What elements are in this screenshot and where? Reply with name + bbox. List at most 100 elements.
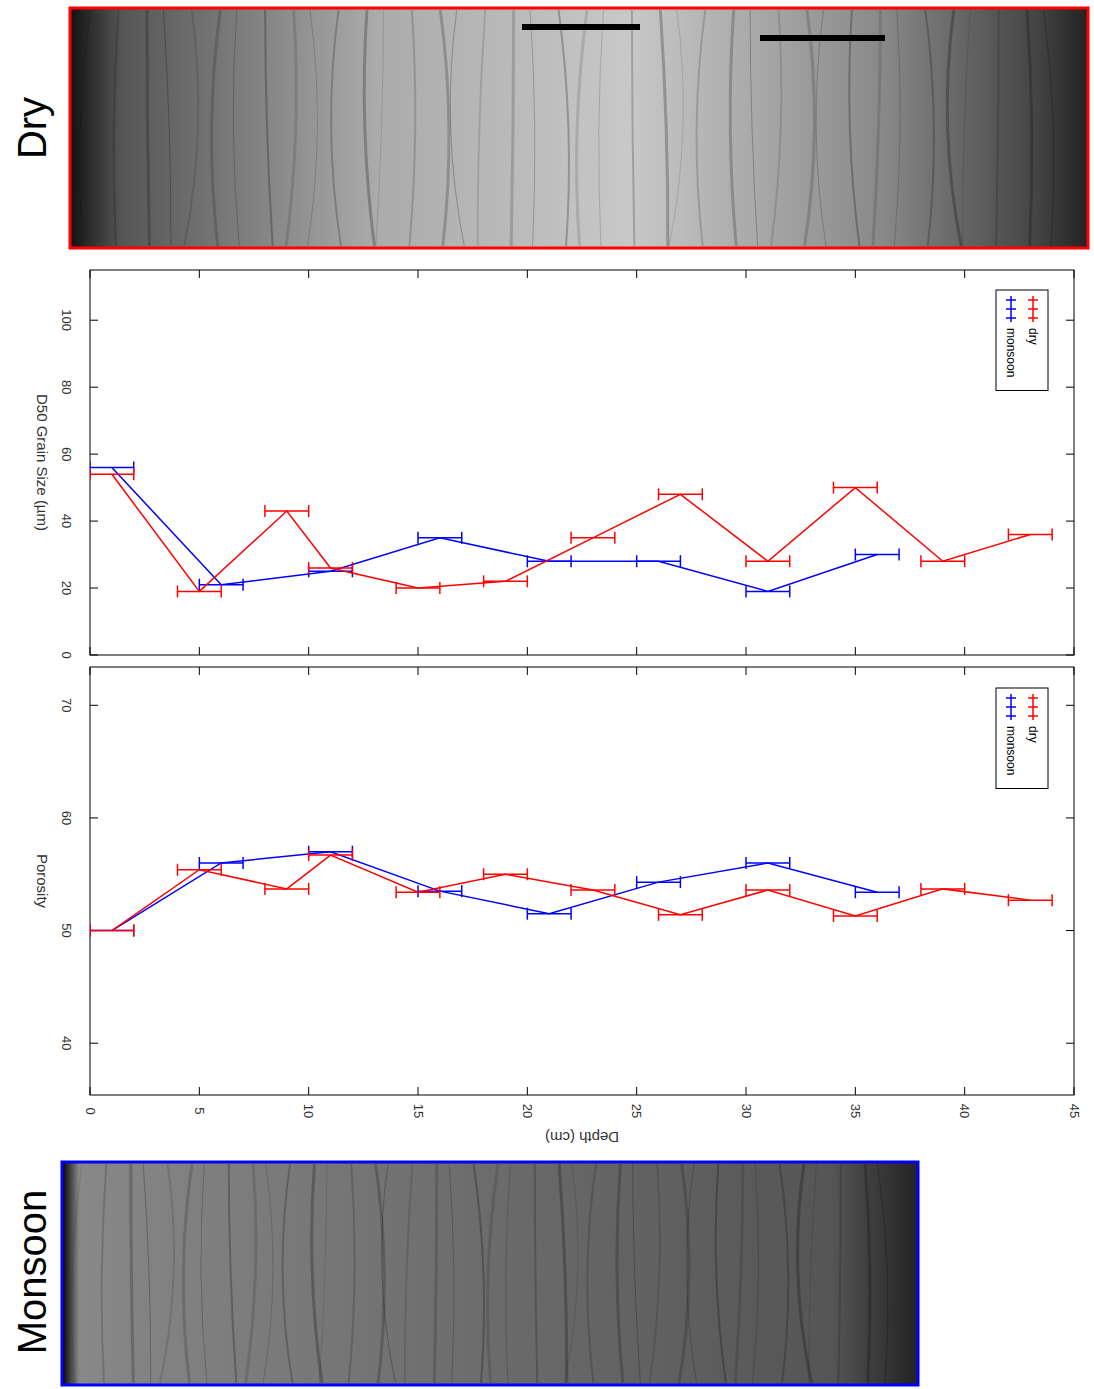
x-tick [90,647,91,655]
y-tick [1066,320,1074,321]
layer-streak [996,10,999,246]
layer-streak [878,1164,888,1383]
x-tick [308,270,309,278]
error-bar [571,884,615,896]
y-tick [90,655,98,656]
error-bar [659,488,703,500]
layer-streak [660,10,668,246]
y-tick-label: 40 [59,514,74,528]
x-tick-label: 10 [301,1104,316,1118]
x-tick [964,1087,965,1095]
layer-streak [409,10,415,246]
y-tick [1066,1043,1074,1044]
error-bar [484,575,528,587]
layer-streak [474,1164,484,1383]
layer-streak [925,10,934,246]
layer-streak [633,1164,641,1383]
error-bar [265,883,309,895]
layer-streak [376,1164,385,1383]
y-tick [90,387,98,388]
x-tick [964,647,965,655]
layer-streak [229,1164,237,1383]
x-tick [636,1087,637,1095]
x-tick [855,647,856,655]
y-tick [1066,454,1074,455]
x-tick [964,270,965,278]
layer-streak [143,1164,151,1383]
legend-swatch [1006,706,1016,708]
y-axis-label: D50 Grain Size (µm) [34,394,51,531]
plot-frame [90,270,1074,655]
layer-streak [849,10,859,246]
layer-streak [730,10,736,246]
y-tick [90,817,98,818]
x-tick [1074,647,1075,655]
layer-streak [599,10,604,246]
layer-streak [382,1164,396,1383]
layer-streak [212,10,221,246]
layer-streak [349,1164,355,1383]
y-tick-label: 0 [59,651,74,658]
legend-swatch [1006,308,1016,310]
image-label: Dry [10,97,54,159]
error-bar [921,555,965,567]
legend-box [996,290,1048,391]
x-tick [308,667,309,675]
error-bar [746,555,790,567]
x-tick [1074,270,1075,278]
layer-streak [577,10,587,246]
layer-streak [894,10,900,246]
x-tick [636,647,637,655]
layer-streak [114,10,119,246]
x-axis-label: Depth (cm) [545,1129,619,1146]
error-bar [746,585,790,597]
x-tick [418,667,419,675]
x-tick [90,270,91,278]
error-bar [746,884,790,896]
layer-streak [376,10,384,246]
error-bar [90,925,134,937]
error-bar [833,910,877,922]
layer-streak [488,1164,498,1383]
layer-streak [805,10,815,246]
legend-swatch [1006,715,1016,717]
data-area [90,462,1052,598]
y-tick [1066,521,1074,522]
y-tick-label: 70 [59,698,74,712]
layer-streak [753,1164,759,1383]
layer-streak [449,1164,454,1383]
error-bar [177,585,221,597]
layer-streak [865,1164,870,1383]
layer-streak [160,1164,174,1383]
x-tick [199,1087,200,1095]
y-tick-label: 60 [59,447,74,461]
error-bar [527,555,571,567]
layer-streak [131,1164,134,1383]
x-tick [308,1087,309,1095]
layer-streak [80,10,90,246]
x-tick [746,1087,747,1095]
x-tick-label: 45 [1067,1104,1082,1118]
layer-streak [809,1164,817,1383]
legend-swatch [1028,299,1038,301]
layer-streak [564,1164,578,1383]
x-tick [746,270,747,278]
y-tick-label: 100 [59,309,74,331]
layer-streak [72,1164,82,1383]
error-bar [855,549,899,561]
x-tick [855,667,856,675]
chart-panel: 020406080100D50 Grain Size (µm)monsoondr… [34,270,1075,659]
layer-streak [263,1164,273,1383]
error-bar [659,909,703,921]
series-line [112,468,877,592]
x-tick [746,667,747,675]
layer-streak [331,10,341,246]
layer-streak [233,10,239,246]
y-tick [1066,930,1074,931]
legend-swatch [1028,317,1038,319]
layer-streak [440,10,449,246]
legend-box [996,688,1048,789]
x-tick-label: 20 [520,1104,535,1118]
layer-streak [697,10,706,246]
layer-streak [184,10,198,246]
